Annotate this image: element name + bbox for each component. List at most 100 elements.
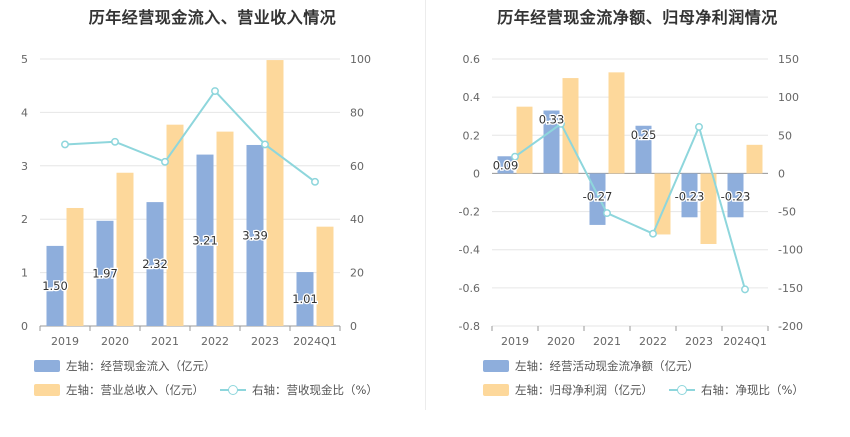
left-bar-data-label: 1.97	[92, 266, 118, 280]
right-y-left-tick: 0	[473, 167, 480, 180]
right-y-right-tick: -150	[778, 282, 803, 295]
left-y-left-tick: 4	[21, 106, 28, 119]
right-ratio-point	[741, 285, 749, 294]
right-bar-data-label: 0.33	[539, 112, 565, 126]
left-legend-item-cash-inflow[interactable]: 左轴：经营现金流入（亿元）	[34, 358, 216, 374]
left-x-tick-label: 2021	[151, 335, 179, 348]
right-y-left-tick: 0.4	[463, 91, 481, 104]
left-y-left-tick: 5	[21, 53, 28, 66]
left-y-left-tick: 2	[21, 213, 28, 226]
left-chart-title: 历年经营现金流入、营业收入情况	[88, 8, 337, 27]
right-legend-item-ratio[interactable]: 右轴：净现比（%）	[669, 382, 804, 398]
right-ratio-point	[695, 122, 703, 131]
right-y-left-tick: -0.6	[459, 282, 480, 295]
right-legend-item-net-profit[interactable]: 左轴：归母净利润（亿元）	[483, 382, 653, 398]
left-legend-item-ratio[interactable]: 右轴：营收现金比（%）	[220, 382, 378, 398]
right-chart-panel: 历年经营现金流净额、归母净利润情况 -0.8 -0.6 -0.4 -0.2 0 0.2 0.…	[425, 0, 850, 437]
right-bar-orange	[562, 78, 579, 174]
right-legend-item-net-cash[interactable]: 左轴：经营活动现金流净额（亿元）	[483, 358, 699, 374]
left-y-left-tick: 3	[21, 160, 28, 173]
right-bar-blue	[635, 125, 652, 174]
left-bar-blue	[146, 202, 164, 326]
left-chart-panel: 历年经营现金流入、营业收入情况 0 1 2 3 4 5 0 20 40 60 80 100 2019 20…	[21, 8, 378, 398]
left-ratio-point	[161, 157, 169, 166]
left-bar-blue	[46, 245, 64, 326]
right-ratio-point	[649, 229, 657, 238]
left-bar-data-label: 3.39	[242, 228, 268, 242]
right-legend-swatch-blue	[483, 360, 509, 372]
left-legend-swatch-orange	[34, 384, 60, 396]
left-y-right-tick: 0	[350, 320, 357, 333]
right-legend-swatch-line	[669, 384, 695, 396]
left-bar-orange	[166, 124, 184, 326]
left-bar-orange	[266, 60, 284, 327]
left-ratio-line	[64, 89, 316, 183]
right-x-tick-label: 2022	[639, 335, 667, 348]
right-x-tick-label: 2024Q1	[723, 335, 767, 348]
right-y-right-tick: 50	[778, 129, 792, 142]
right-bar-data-label: -0.23	[675, 189, 705, 203]
right-y-right-tick: -100	[778, 244, 803, 257]
right-ratio-line	[514, 122, 746, 290]
right-bar-blue	[497, 156, 514, 174]
right-bar-blue	[543, 110, 560, 174]
right-x-tick-label: 2023	[685, 335, 713, 348]
left-legend-label-ratio: 右轴：营收现金比（%）	[252, 383, 378, 397]
right-legend-label-net-cash: 左轴：经营活动现金流净额（亿元）	[515, 359, 699, 373]
left-x-tick-label: 2024Q1	[293, 335, 337, 348]
right-x-tick-label: 2019	[501, 335, 529, 348]
right-bar-data-label: -0.23	[721, 189, 751, 203]
left-ratio-point	[61, 140, 69, 149]
right-y-right-tick: 150	[778, 53, 799, 66]
left-bar-data-label: 1.01	[292, 292, 318, 306]
right-legend-label-net-profit: 左轴：归母净利润（亿元）	[515, 383, 653, 397]
left-x-tick-label: 2020	[101, 335, 129, 348]
left-legend-item-revenue[interactable]: 左轴：营业总收入（亿元）	[34, 382, 204, 398]
right-y-left-tick: 0.6	[463, 53, 481, 66]
left-y-right-tick: 60	[350, 160, 364, 173]
left-bar-data-label: 2.32	[142, 257, 168, 271]
right-y-right-tick: -200	[778, 320, 803, 333]
right-y-left-tick: -0.4	[459, 244, 480, 257]
left-bar-data-label: 1.50	[42, 279, 68, 293]
panel-divider	[425, 0, 426, 410]
left-chart-plot: 0 1 2 3 4 5 0 20 40 60 80 100 2019 2020 2021 2022 2023 20…	[21, 53, 371, 348]
right-ratio-point	[557, 119, 565, 128]
right-bar-orange	[746, 144, 763, 174]
left-y-left-tick: 0	[21, 320, 28, 333]
left-bar-blue	[96, 220, 114, 326]
left-y-left-tick: 1	[21, 267, 28, 280]
left-y-right-tick: 100	[350, 53, 371, 66]
right-y-left-tick: 0.2	[463, 129, 481, 142]
right-ratio-point	[603, 209, 611, 218]
right-bar-data-label: 0.25	[631, 128, 657, 142]
right-x-tick-label: 2020	[547, 335, 575, 348]
left-bar-orange	[66, 207, 84, 326]
left-legend-swatch-line	[220, 384, 246, 396]
right-bar-data-label: 0.09	[493, 158, 519, 172]
right-x-tick-label: 2021	[593, 335, 621, 348]
left-x-tick-label: 2022	[201, 335, 229, 348]
left-x-tick-label: 2023	[251, 335, 279, 348]
left-ratio-point	[311, 177, 319, 186]
right-legend-swatch-orange	[483, 384, 509, 396]
right-ratio-point	[511, 152, 519, 161]
right-bar-data-label: -0.27	[583, 189, 613, 203]
right-legend-label-ratio: 右轴：净现比（%）	[701, 383, 804, 397]
left-bar-orange	[316, 226, 334, 326]
right-bar-orange	[516, 106, 533, 174]
left-bar-blue	[196, 154, 214, 326]
right-y-right-tick: -50	[778, 206, 796, 219]
left-bar-orange	[116, 172, 134, 326]
right-bar-orange	[700, 173, 717, 244]
left-y-right-tick: 40	[350, 213, 364, 226]
left-bar-blue	[246, 144, 264, 326]
left-legend-label-cash-inflow: 左轴：经营现金流入（亿元）	[66, 359, 216, 373]
left-ratio-point	[111, 137, 119, 146]
right-y-right-tick: 0	[778, 167, 785, 180]
left-bar-orange	[216, 131, 234, 326]
left-legend-label-revenue: 左轴：营业总收入（亿元）	[66, 383, 204, 397]
left-y-right-tick: 80	[350, 106, 364, 119]
right-y-left-tick: -0.2	[459, 206, 480, 219]
